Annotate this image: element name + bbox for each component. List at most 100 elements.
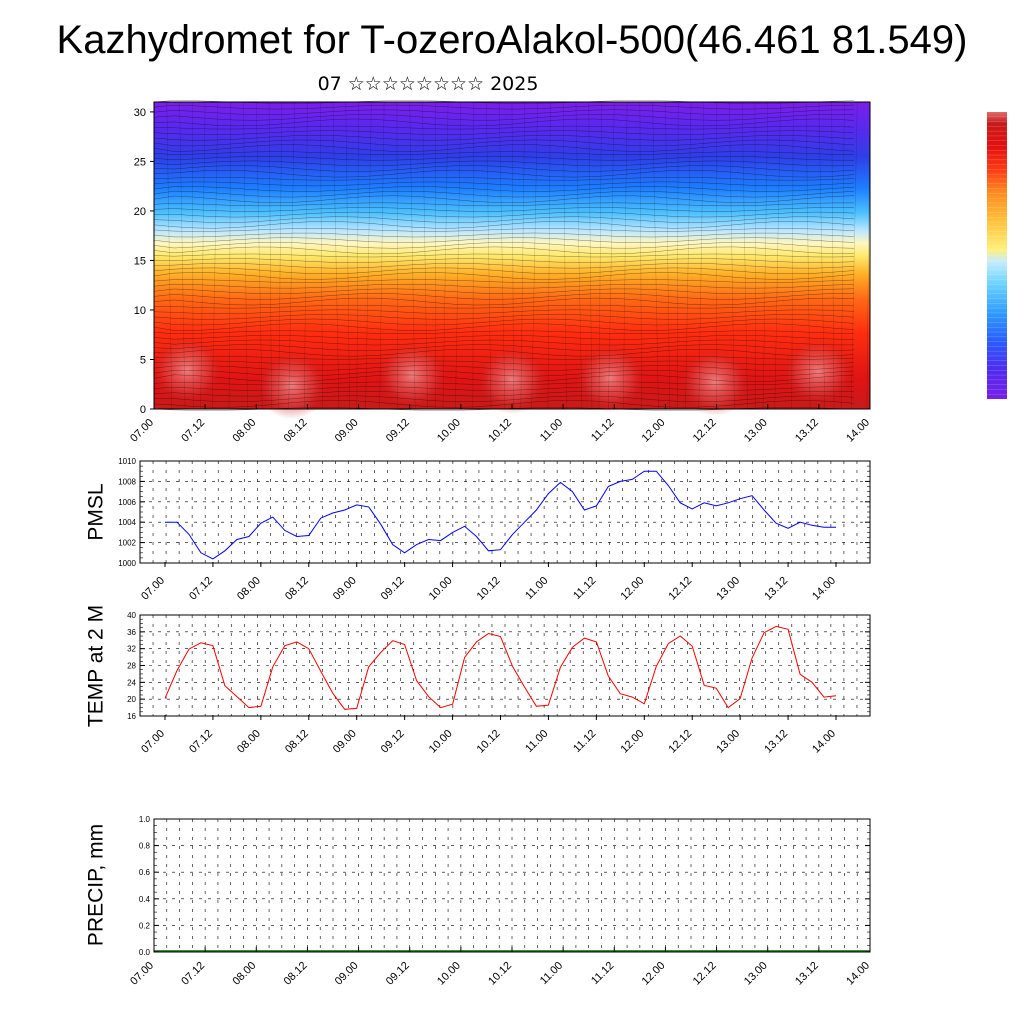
wind-line: [409, 101, 416, 410]
wind-line: [442, 101, 449, 410]
wind-line: [153, 253, 855, 258]
precip-panel: 0.00.20.40.60.81.0 07.00 07.12 08.00 08.12 0…: [85, 815, 873, 988]
pmsl-panel: 1000 1002 1004 1006 1008 1010 07.00 07.12 08.00…: [85, 457, 871, 603]
colorbar: [987, 112, 1007, 399]
wind-line: [153, 335, 855, 340]
profile-y-tick-label: 15: [134, 255, 146, 267]
wind-line: [575, 101, 583, 410]
wind-line: [153, 386, 855, 391]
precip-x-tick-label: 08.00: [230, 960, 258, 988]
temp-y-tick-label: 36: [127, 628, 136, 637]
temp-y-tick-label: 24: [127, 678, 136, 687]
wind-line: [588, 101, 593, 410]
pmsl-y-label: PMSL: [85, 483, 108, 540]
wind-line: [278, 101, 283, 410]
wind-line: [288, 101, 295, 410]
wind-line: [455, 101, 462, 410]
pmsl-y-tick-label: 1008: [118, 477, 136, 486]
pmsl-x-tick-label: 10.12: [475, 575, 503, 603]
wind-line: [562, 101, 567, 410]
wind-line: [639, 101, 642, 410]
temp-grid: [139, 614, 871, 717]
profile-x-tick-label: 09.12: [384, 417, 412, 445]
wind-line: [153, 169, 855, 178]
temp-x-tick-label: 12.00: [618, 728, 646, 756]
temp-x-tick-label: 08.12: [283, 728, 311, 756]
profile-x-tick-label: 12.12: [691, 417, 719, 445]
pmsl-x-axis: 07.00 07.12 08.00 08.12 09.00 09.12 10.00 10.12…: [139, 562, 838, 603]
wind-line: [320, 101, 323, 410]
wind-line: [520, 101, 525, 410]
wind-line: [212, 101, 219, 410]
precip-x-tick-label: 08.12: [282, 960, 310, 988]
warm-cell: [476, 346, 548, 414]
wind-line: [192, 101, 194, 410]
precip-y-label: PRECIP, mm: [85, 824, 108, 946]
wind-line: [345, 101, 350, 410]
precip-x-tick-label: 12.12: [691, 960, 719, 988]
wind-line: [153, 211, 855, 218]
temp-panel: 16 20 24 28 32 36 40 07.00 07.12 08.00 08.12 09.00…: [85, 605, 871, 756]
wind-line: [608, 101, 615, 410]
warm-cell: [574, 344, 646, 412]
temp-series-line: [164, 625, 837, 710]
temp-y-tick-label: 32: [127, 645, 136, 654]
wind-line: [153, 139, 855, 147]
temp-x-tick-label: 13.12: [762, 728, 790, 756]
wind-line: [153, 125, 855, 130]
profile-panel: 0 5 10 15 20 25 30 07.00 07.12 08.00 08.12 09.00 09…: [128, 100, 872, 445]
wind-line: [153, 390, 855, 397]
wind-line: [153, 293, 855, 300]
profile-y-tick-label: 0: [140, 404, 146, 416]
wind-line: [741, 101, 748, 410]
profile-x-tick-label: 07.00: [128, 417, 156, 445]
wind-line: [153, 258, 855, 263]
temp-x-tick-label: 13.00: [714, 728, 742, 756]
temp-x-tick-label: 09.00: [331, 728, 359, 756]
wind-line: [652, 101, 659, 410]
temp-x-axis: 07.00 07.12 08.00 08.12 09.00 09.12 10.00 10.12…: [139, 715, 838, 756]
pmsl-frame: [139, 460, 871, 564]
profile-x-tick-label: 08.00: [230, 417, 258, 445]
wind-line: [153, 232, 855, 238]
wind-line: [511, 101, 514, 410]
wind-line: [153, 221, 855, 229]
pmsl-x-tick-label: 13.12: [762, 575, 790, 603]
wind-line: [365, 101, 372, 410]
profile-x-tick-label: 11.12: [589, 417, 616, 444]
temp-y-label: TEMP at 2 M: [85, 605, 108, 727]
pmsl-x-tick-label: 10.00: [427, 575, 455, 603]
profile-wind-lines: [153, 100, 871, 411]
pmsl-x-tick-label: 12.12: [666, 575, 694, 603]
wind-line: [153, 318, 855, 326]
wind-line: [851, 101, 858, 410]
wind-line: [153, 395, 855, 403]
wind-line: [153, 330, 855, 334]
page-title: Kazhydromet for T-ozeroAlakol-500(46.461…: [56, 18, 968, 62]
wind-line: [332, 101, 340, 410]
pmsl-y-tick-label: 1000: [118, 559, 136, 568]
wind-line: [153, 381, 855, 386]
wind-line: [840, 101, 845, 410]
pmsl-x-tick-label: 09.00: [331, 575, 359, 603]
wind-line: [228, 101, 231, 410]
wind-line: [153, 344, 855, 351]
warm-cell: [679, 348, 751, 416]
wind-line: [153, 207, 855, 212]
warm-cell: [256, 351, 328, 419]
warm-cell: [151, 336, 223, 404]
wind-line: [153, 216, 855, 223]
pmsl-x-tick-label: 08.12: [283, 575, 311, 603]
temp-x-tick-label: 08.00: [235, 728, 263, 756]
profile-y-tick-label: 30: [134, 107, 146, 119]
wind-line: [422, 101, 428, 410]
profile-y-axis: 0 5 10 15 20 25 30: [134, 107, 154, 416]
pmsl-x-tick-label: 11.12: [571, 575, 598, 602]
wind-line: [243, 101, 248, 410]
profile-x-tick-label: 12.00: [640, 417, 668, 445]
precip-y-tick-label: 0.2: [139, 921, 151, 930]
wind-line: [153, 304, 855, 309]
precip-x-tick-label: 13.00: [742, 960, 770, 988]
precip-y-tick-label: 0.0: [139, 948, 151, 957]
wind-line: [665, 101, 671, 410]
